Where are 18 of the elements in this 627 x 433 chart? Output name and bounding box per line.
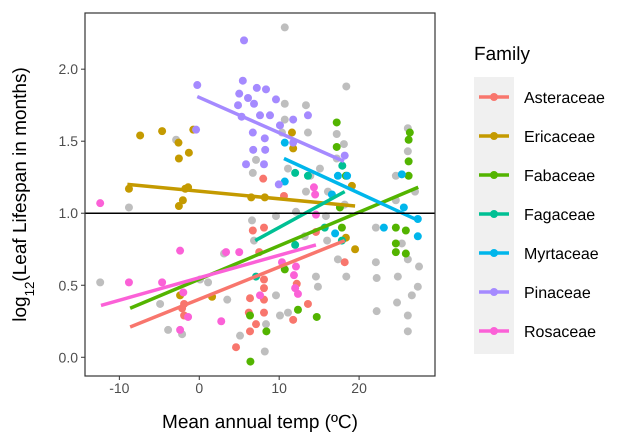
y-tick-label: 0.5	[58, 277, 78, 294]
y-tick-label: 1.0	[58, 205, 78, 222]
x-tick-label: -10	[109, 380, 130, 396]
y-tick-label: 1.5	[58, 133, 78, 150]
legend-label: Asteraceae	[524, 90, 606, 107]
x-tick-label: 0	[195, 380, 204, 396]
y-tick-label: 0.0	[58, 349, 78, 366]
legend-label: Myrtaceae	[524, 246, 599, 263]
legend-label: Pinaceae	[524, 285, 591, 302]
legend-label: Ericaceae	[524, 129, 596, 146]
legend-label: Fagaceae	[524, 207, 596, 224]
legend-label: Fabaceae	[524, 168, 596, 185]
x-axis-title: Mean annual temp (ºC)	[162, 412, 358, 433]
y-tick-label: 2.0	[58, 61, 78, 78]
x-tick-label: 10	[271, 380, 288, 396]
legend-label: Rosaceae	[524, 324, 596, 341]
x-tick-label: 20	[351, 380, 368, 396]
legend-title: Family	[474, 44, 530, 65]
